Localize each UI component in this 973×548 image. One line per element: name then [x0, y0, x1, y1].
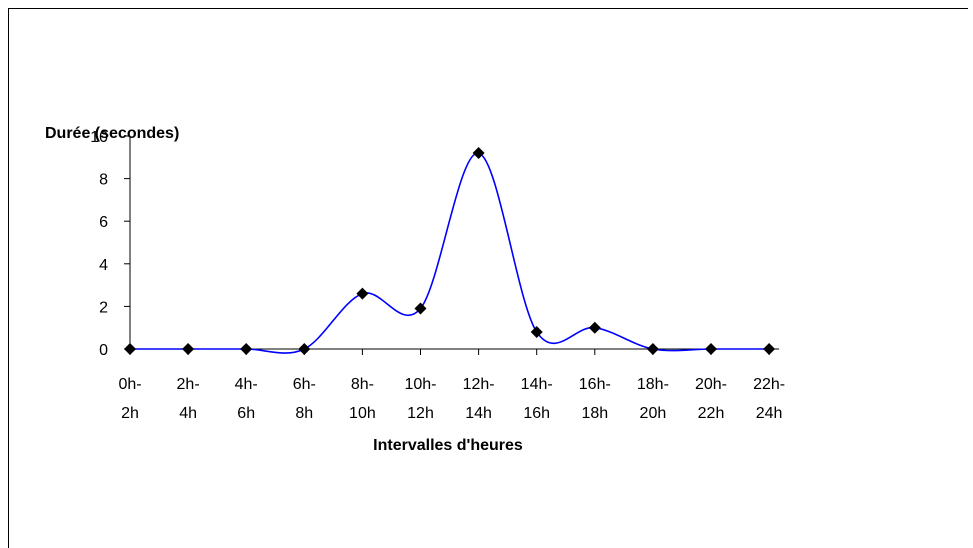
- x-tick-label: 12h: [407, 405, 434, 422]
- x-tick-label: 6h-: [293, 376, 316, 393]
- x-tick-label: 18h-: [637, 376, 669, 393]
- x-tick-label: 22h-: [753, 376, 785, 393]
- x-tick-label: 0h-: [118, 376, 141, 393]
- x-tick-label: 8h: [295, 405, 313, 422]
- data-point-marker: [356, 287, 369, 300]
- y-tick-label: 2: [99, 299, 108, 316]
- y-tick-label: 4: [99, 257, 108, 274]
- x-tick-label: 8h-: [351, 376, 374, 393]
- data-point-marker: [646, 343, 659, 355]
- data-point-marker: [240, 343, 253, 355]
- y-tick-label: 8: [99, 172, 108, 189]
- chart-axes: 0 2 4 6 8 10 0h- 2h 2h- 4h 4h- 6h 6h- 8h 8h- 10h 10h- 12h…: [90, 129, 785, 422]
- data-point-marker: [705, 343, 717, 355]
- data-point-marker: [763, 343, 776, 355]
- x-tick-label: 16h: [523, 405, 550, 422]
- x-tick-label: 2h-: [177, 376, 200, 393]
- data-point-marker: [124, 343, 136, 355]
- series-layer: [130, 152, 770, 354]
- x-tick-label: 16h-: [579, 376, 611, 393]
- x-tick-label: 2h: [121, 405, 139, 422]
- x-tick-label: 22h: [698, 405, 725, 422]
- x-tick-label: 18h: [581, 405, 608, 422]
- x-tick-label: 14h-: [521, 376, 553, 393]
- x-tick-label: 20h: [640, 405, 667, 422]
- data-point-marker: [472, 147, 485, 160]
- y-axis-title: Durée (secondes): [45, 125, 179, 142]
- x-tick-label: 12h-: [463, 376, 495, 393]
- data-point-marker: [588, 321, 601, 334]
- data-point-marker: [414, 302, 427, 315]
- x-tick-label: 4h: [179, 405, 197, 422]
- x-tick-label: 20h-: [695, 376, 727, 393]
- x-tick-label: 10h-: [404, 376, 436, 393]
- x-tick-label: 14h: [465, 405, 492, 422]
- x-tick-label: 4h-: [235, 376, 258, 393]
- x-axis-title: Intervalles d'heures: [373, 437, 523, 454]
- y-tick-label: 6: [99, 214, 108, 231]
- x-tick-label: 24h: [756, 405, 783, 422]
- data-point-marker: [182, 343, 195, 355]
- y-tick-label: 10: [90, 129, 108, 146]
- x-tick-label: 10h: [349, 405, 376, 422]
- data-markers: [124, 147, 776, 355]
- x-tick-label: 6h: [237, 405, 255, 422]
- chart-frame: [8, 8, 968, 548]
- series-line: [130, 152, 770, 354]
- y-tick-label: 0: [99, 342, 108, 359]
- data-point-marker: [298, 343, 311, 355]
- data-point-marker: [530, 325, 543, 338]
